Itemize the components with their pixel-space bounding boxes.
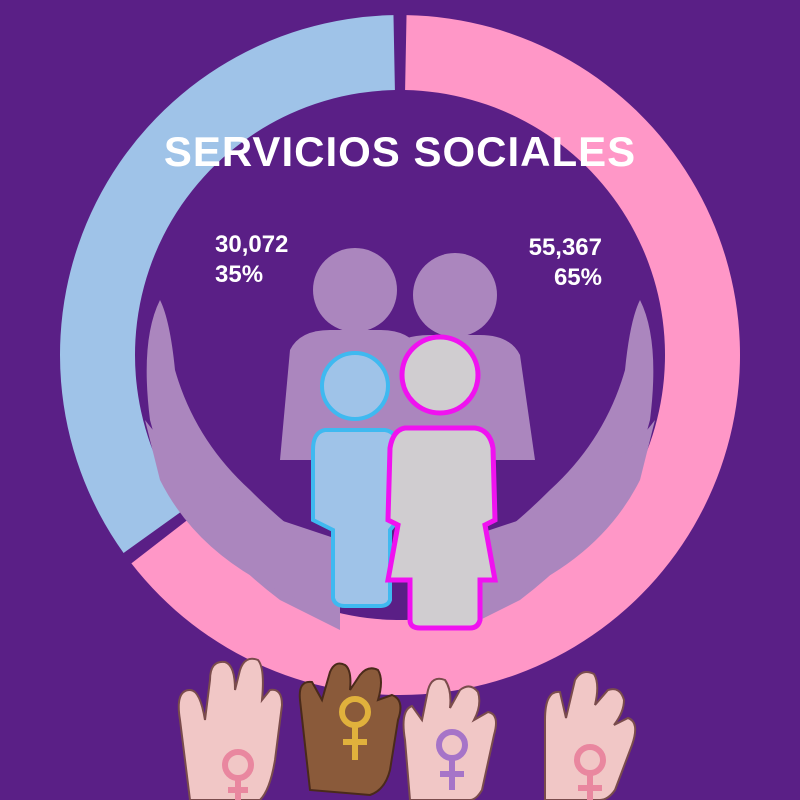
slice-percent-right: 65% <box>553 264 602 291</box>
raised-hands-female-symbol-icon <box>177 657 637 800</box>
slice-label-left: 30,072 35% <box>215 230 288 290</box>
slice-label-right: 55,367 65% <box>529 233 602 293</box>
hand-4 <box>544 671 637 800</box>
slice-value-left: 30,072 <box>215 231 289 258</box>
hand-3 <box>402 677 497 800</box>
hand-1 <box>177 657 284 800</box>
slice-value-right: 55,367 <box>528 234 602 261</box>
donut-slice-35pct <box>59 15 395 553</box>
hand-2 <box>298 662 402 797</box>
girl-icon <box>385 334 498 631</box>
donut-chart <box>59 15 741 696</box>
slice-percent-left: 35% <box>215 261 264 288</box>
family-icon <box>280 248 535 631</box>
caring-hands-icon <box>145 300 655 630</box>
chart-title: SERVICIOS SOCIALES <box>163 128 637 175</box>
